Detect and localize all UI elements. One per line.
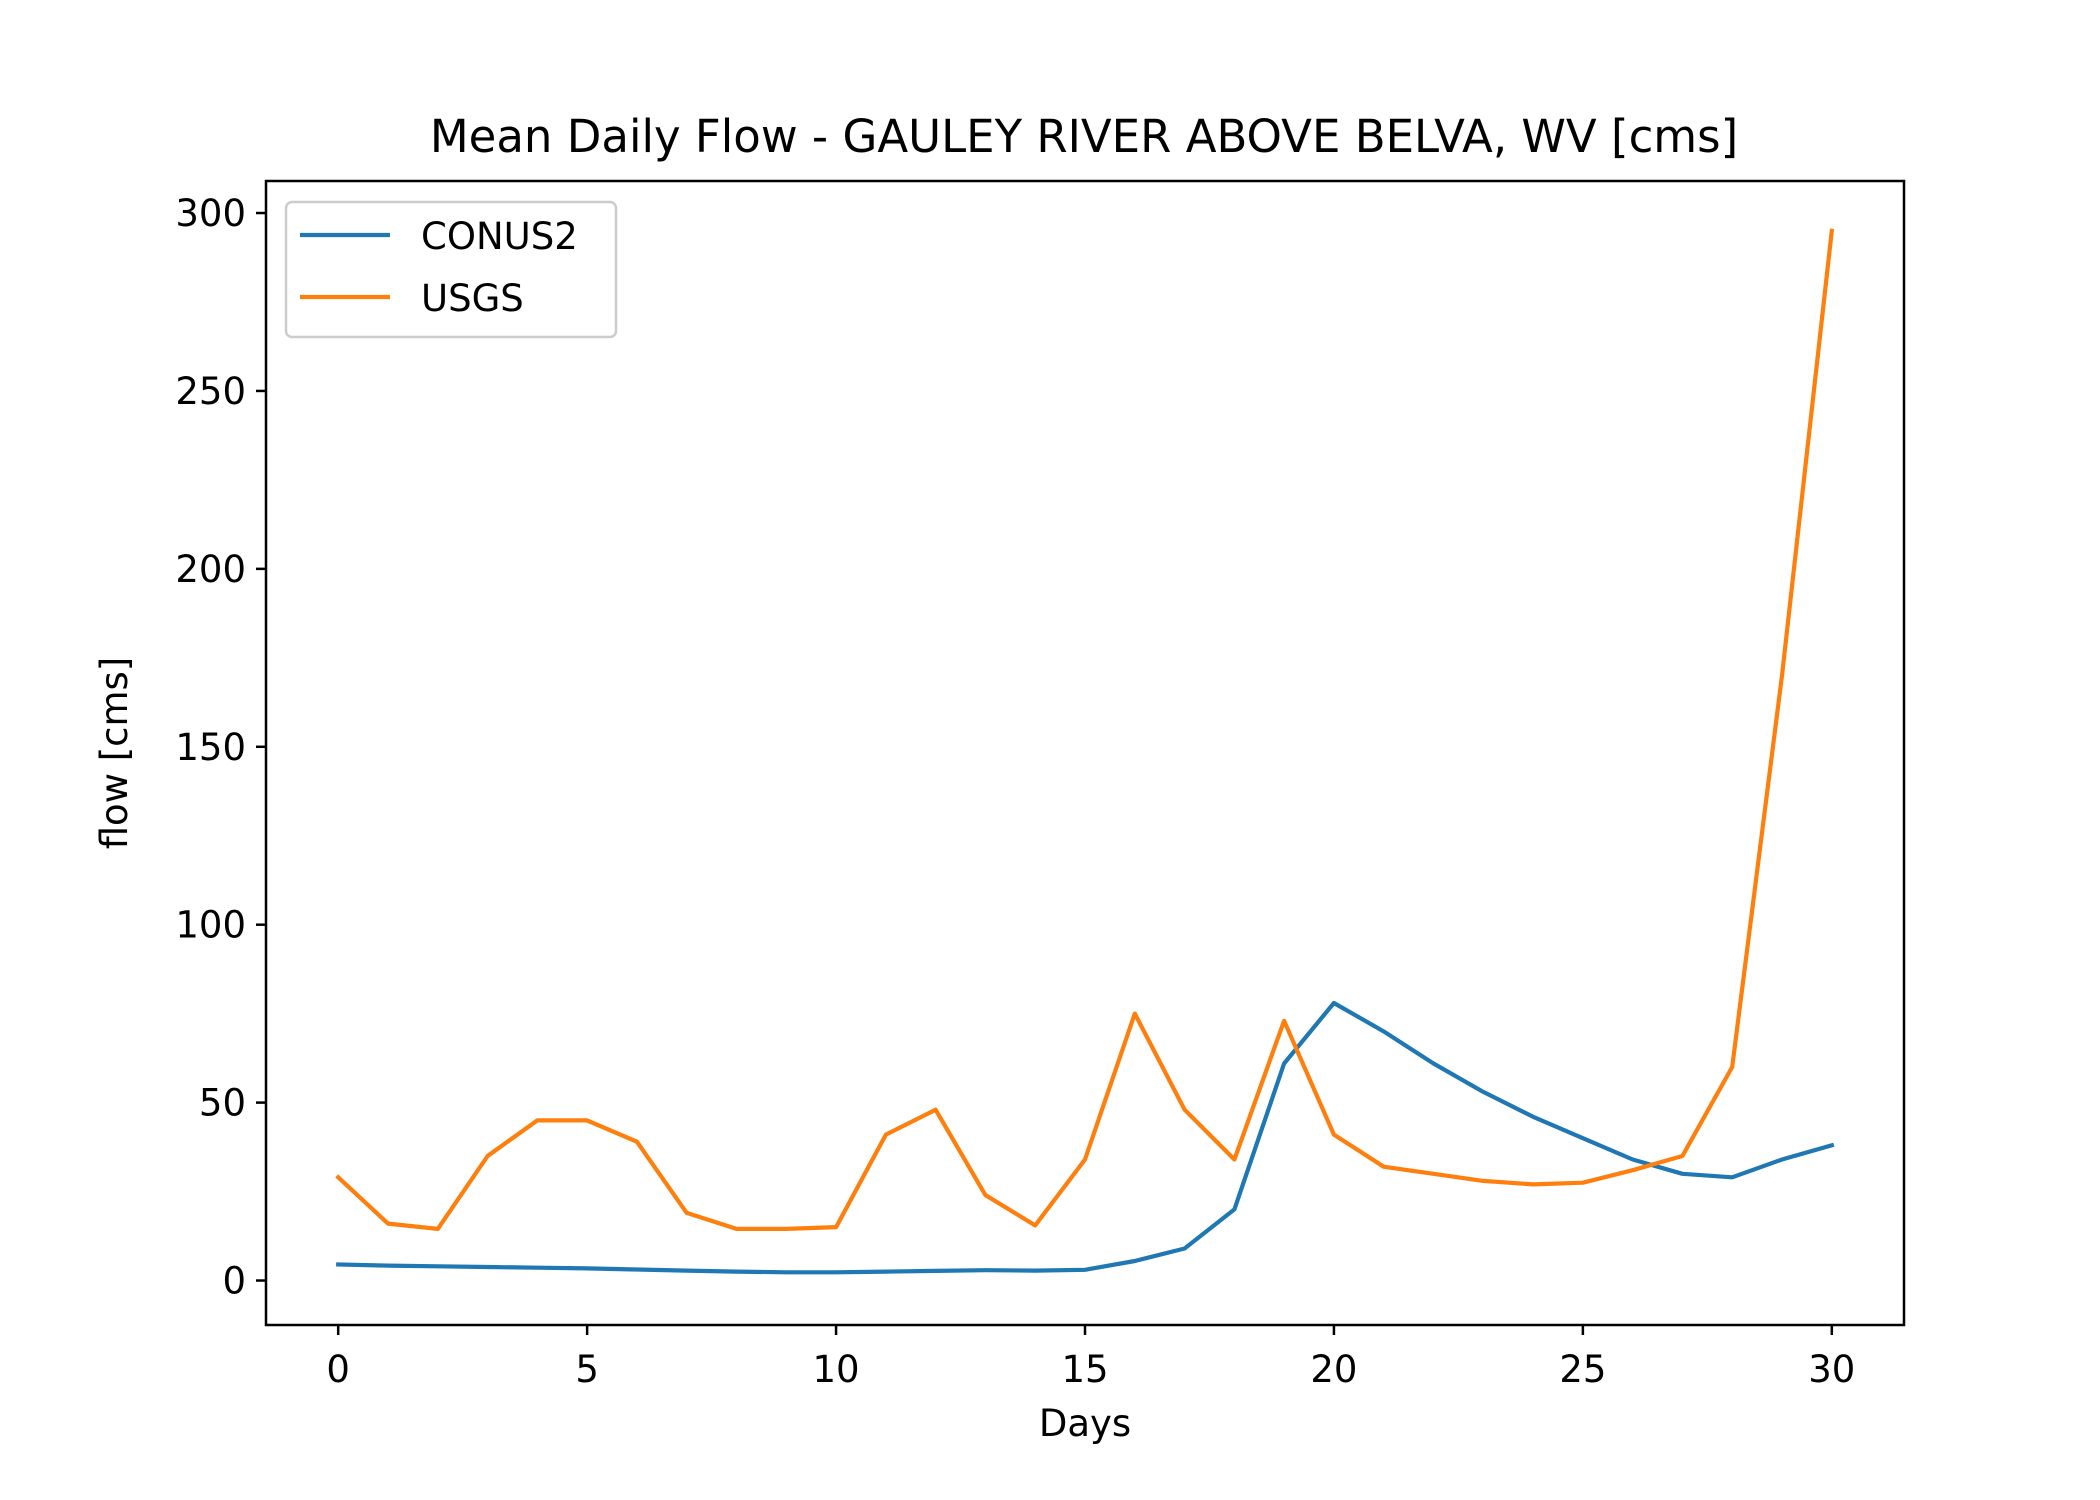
y-axis-ticks: 0 50 100 150 200 250 300 xyxy=(175,192,266,1303)
legend-label-usgs: USGS xyxy=(421,277,524,320)
chart-title: Mean Daily Flow - GAULEY RIVER ABOVE BEL… xyxy=(430,110,1738,163)
x-tick-label: 30 xyxy=(1808,1348,1855,1391)
y-tick-label: 50 xyxy=(199,1082,246,1125)
x-tick-label: 0 xyxy=(326,1348,350,1391)
y-axis-label: flow [cms] xyxy=(93,657,136,850)
legend: CONUS2 USGS xyxy=(284,200,618,339)
y-tick-label: 300 xyxy=(175,192,246,235)
y-tick-label: 150 xyxy=(175,726,246,769)
x-axis-label: Days xyxy=(1039,1402,1131,1445)
legend-label-conus2: CONUS2 xyxy=(421,215,578,258)
x-tick-label: 5 xyxy=(575,1348,599,1391)
y-tick-label: 250 xyxy=(175,370,246,413)
x-tick-label: 10 xyxy=(813,1348,860,1391)
y-tick-label: 100 xyxy=(175,904,246,947)
series-line-usgs xyxy=(335,228,1835,1232)
x-tick-label: 20 xyxy=(1310,1348,1357,1391)
y-tick-label: 200 xyxy=(175,548,246,591)
series-line-conus2 xyxy=(336,1000,1835,1275)
series-layer xyxy=(335,228,1835,1275)
y-tick-label: 0 xyxy=(222,1260,246,1303)
x-tick-label: 25 xyxy=(1559,1348,1606,1391)
x-tick-label: 15 xyxy=(1061,1348,1108,1391)
x-axis-ticks: 0 5 10 15 20 25 30 xyxy=(326,1325,1855,1391)
